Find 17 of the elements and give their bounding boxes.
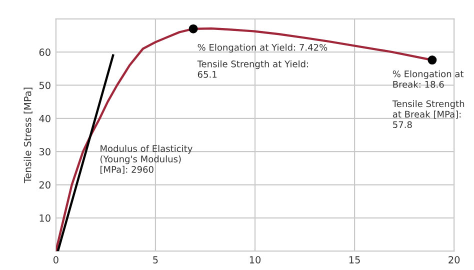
x-tick-label: 10 <box>250 256 261 264</box>
x-tick-label: 15 <box>349 256 360 264</box>
annotation: Tensile Strength at Yield: 65.1 <box>197 60 308 78</box>
y-tick-label: 20 <box>39 181 50 189</box>
x-tick-label: 20 <box>448 256 460 264</box>
x-tick-label: 0 <box>53 256 58 264</box>
y-tick-label: 10 <box>40 214 50 222</box>
annotation: Tensile Strength at Break [MPa]: 57.8 <box>392 100 464 128</box>
annotation: % Elongation at Yield: 7.42% <box>198 44 328 53</box>
annotation: Modulus of Elasticity (Young's Modulus) [MPa]: 2960 <box>100 144 192 174</box>
y-tick-label: 60 <box>39 48 50 56</box>
annotation: % Elongation at Break: 18.6 <box>392 70 464 88</box>
y-axis-title: Tensile Stress [MPa] <box>24 88 32 184</box>
y-tick-label: 50 <box>39 82 50 90</box>
y-tick-label: 40 <box>39 114 50 122</box>
y-tick-label: 30 <box>39 148 50 156</box>
x-tick-label: 5 <box>153 256 158 264</box>
